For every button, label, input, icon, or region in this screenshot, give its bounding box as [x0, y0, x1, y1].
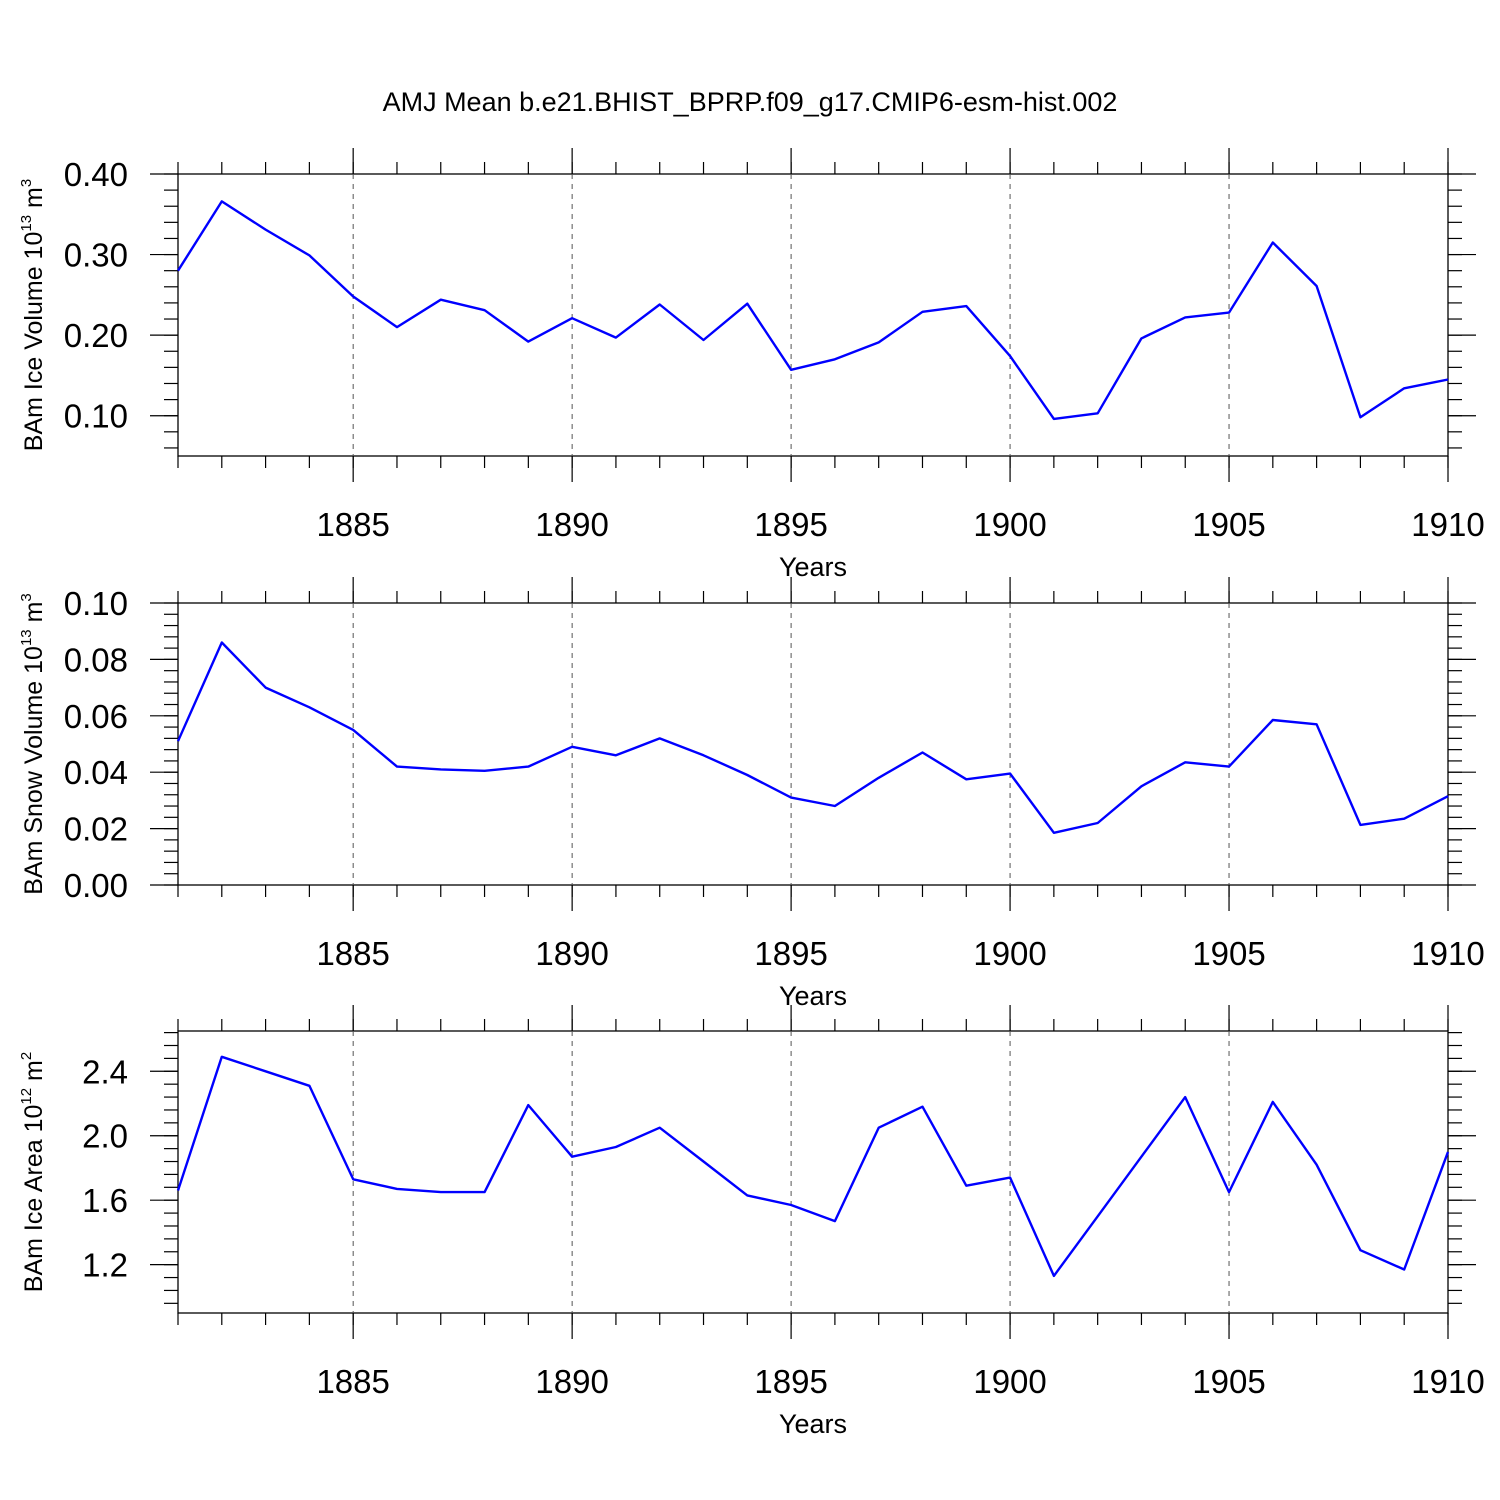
y-tick-label: 2.4: [82, 1053, 128, 1090]
x-tick-label: 1910: [1411, 1363, 1484, 1400]
chart-title: AMJ Mean b.e21.BHIST_BPRP.f09_g17.CMIP6-…: [383, 87, 1118, 117]
y-axis-label-exponent: 12: [18, 1088, 35, 1105]
x-tick-label: 1885: [316, 1363, 389, 1400]
y-tick-label: 2.0: [82, 1118, 128, 1155]
y-tick-label: 0.20: [64, 317, 128, 354]
x-tick-label: 1910: [1411, 506, 1484, 543]
series-line: [176, 641, 1449, 834]
x-tick-label: 1885: [316, 506, 389, 543]
x-tick-label: 1910: [1411, 935, 1484, 972]
x-tick-label: 1900: [973, 506, 1046, 543]
y-tick-label: 0.30: [64, 237, 128, 274]
x-tick-label: 1905: [1192, 935, 1265, 972]
y-tick-label: 0.02: [64, 811, 128, 848]
y-axis-label: BAm Ice Area 1012 m2: [18, 1052, 48, 1292]
y-tick-label: 0.00: [64, 867, 128, 904]
y-axis-label-text: BAm Snow Volume 10: [20, 646, 48, 895]
y-axis-label: BAm Snow Volume 1013 m3: [18, 593, 48, 895]
y-axis-label-unit: m: [20, 1060, 48, 1088]
y-axis-label-text: BAm Ice Volume 10: [20, 232, 48, 452]
y-axis-label-unit: m: [20, 602, 48, 630]
x-axis-label: Years: [779, 981, 847, 1011]
y-tick-label: 1.2: [82, 1247, 128, 1284]
y-axis-label-unit-exponent: 3: [18, 593, 35, 601]
x-tick-label: 1890: [535, 506, 608, 543]
y-tick-label: 0.10: [64, 398, 128, 435]
x-axis-label: Years: [779, 1409, 847, 1439]
x-tick-label: 1895: [754, 935, 827, 972]
y-tick-label: 0.06: [64, 698, 128, 735]
y-tick-label: 0.40: [64, 156, 128, 193]
y-axis-label-unit-exponent: 2: [18, 1052, 35, 1060]
x-axis-label: Years: [779, 552, 847, 582]
series-line: [176, 200, 1449, 421]
plot-frame: [177, 602, 1449, 886]
x-tick-label: 1885: [316, 935, 389, 972]
panel-2: 1885 1890 1895 1900 1905 1910 Years 0.00 0.02 0.0…: [18, 577, 1485, 1011]
series-line: [176, 1055, 1450, 1278]
x-tick-label: 1895: [754, 1363, 827, 1400]
panel-1: 1885 1890 1895 1900 1905 1910 Years 0.10 0.20 0.3…: [18, 148, 1485, 582]
x-tick-label: 1890: [535, 1363, 608, 1400]
x-tick-label: 1900: [973, 1363, 1046, 1400]
y-tick-label: 1.6: [82, 1182, 128, 1219]
x-tick-label: 1905: [1192, 1363, 1265, 1400]
plot-frame: [177, 1030, 1449, 1314]
plot-frame: [177, 173, 1449, 457]
x-tick-label: 1895: [754, 506, 827, 543]
y-tick-label: 0.08: [64, 641, 128, 678]
x-tick-label: 1890: [535, 935, 608, 972]
panel-3: 1885 1890 1895 1900 1905 1910 Years 1.2 1.6 2.0 2.…: [18, 1005, 1485, 1439]
y-axis-label-exponent: 13: [18, 215, 35, 232]
y-tick-label: 0.04: [64, 754, 128, 791]
y-axis-label-exponent: 13: [18, 629, 35, 646]
y-axis-label-text: BAm Ice Area 10: [20, 1105, 48, 1293]
x-tick-label: 1905: [1192, 506, 1265, 543]
y-axis-label: BAm Ice Volume 1013 m3: [18, 179, 48, 451]
y-tick-label: 0.10: [64, 585, 128, 622]
y-axis-label-unit-exponent: 3: [18, 179, 35, 187]
y-axis-label-unit: m: [20, 187, 48, 215]
x-tick-label: 1900: [973, 935, 1046, 972]
